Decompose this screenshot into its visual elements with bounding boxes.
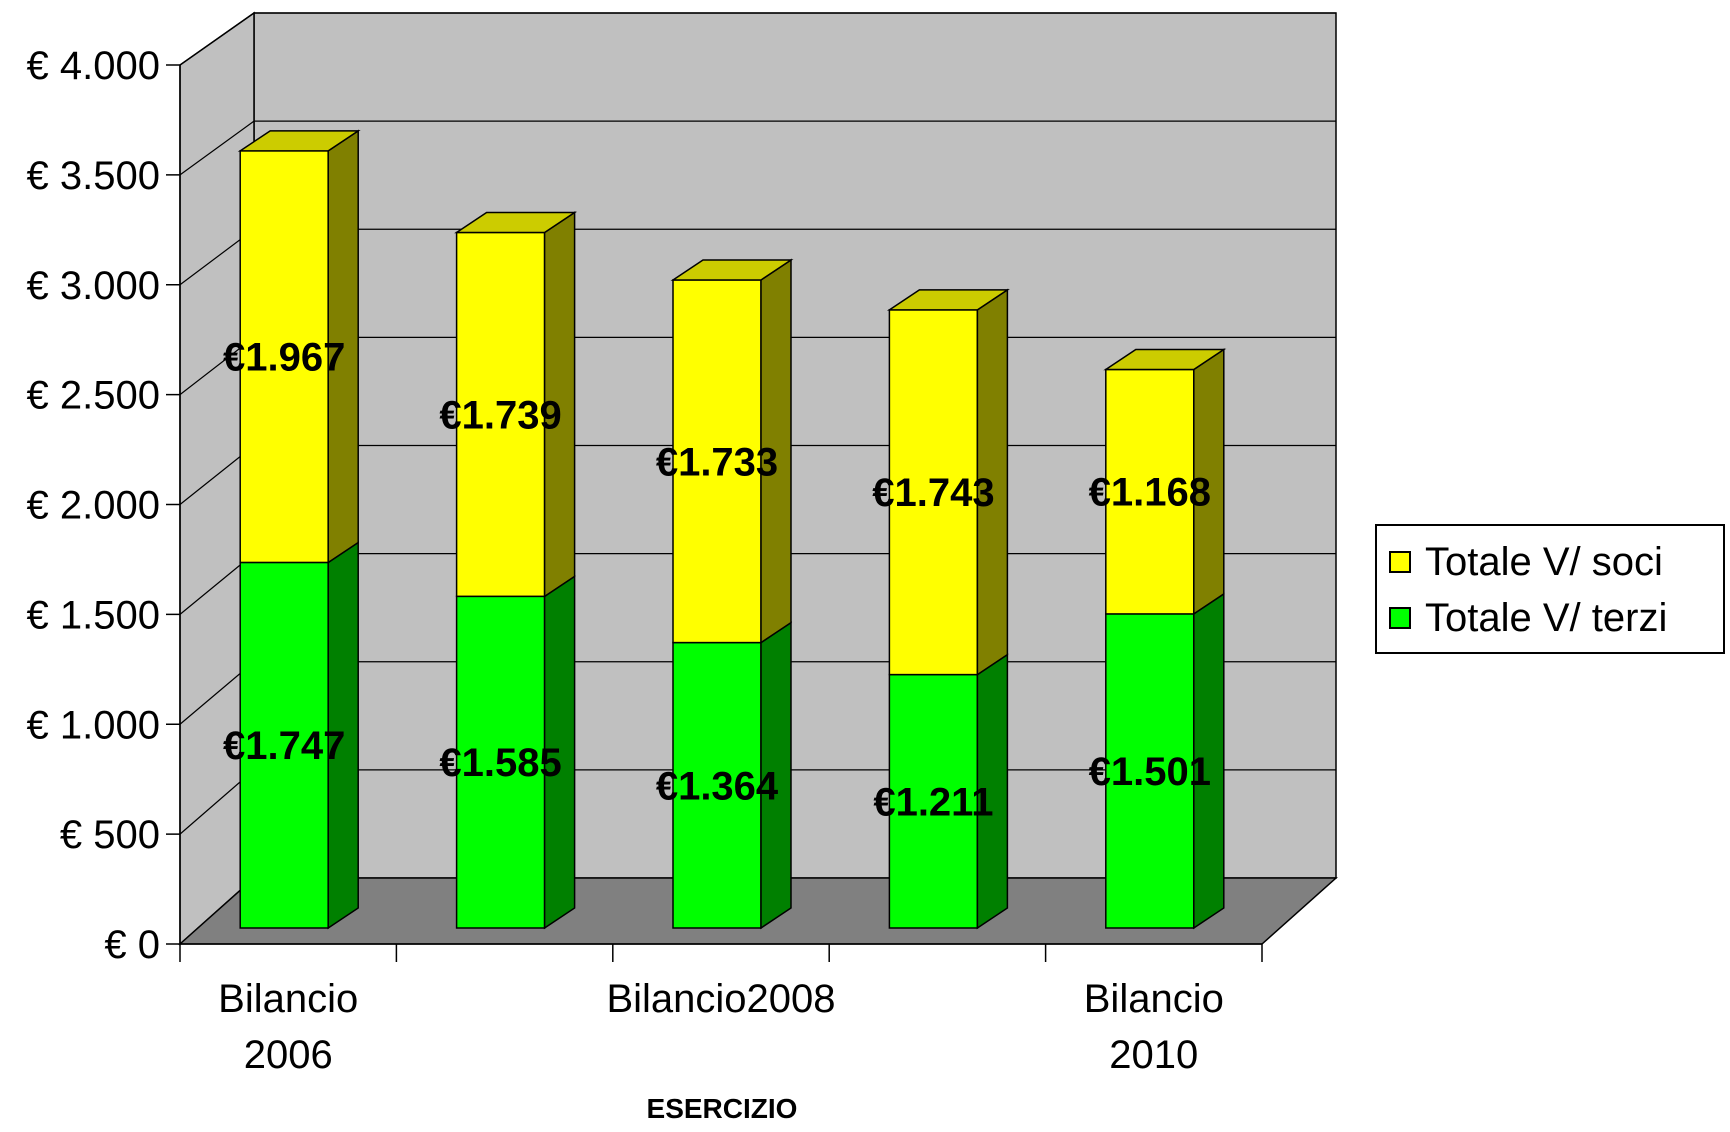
data-label: €1.364	[656, 764, 779, 808]
data-label: €1.501	[1089, 750, 1211, 794]
bar-top	[886, 289, 1010, 311]
legend-swatch	[1389, 551, 1411, 573]
x-tick-label: 2006	[244, 1033, 333, 1077]
y-tick-label: € 3.500	[27, 154, 160, 198]
bar-top	[670, 259, 794, 281]
data-label: €1.747	[223, 724, 345, 768]
x-tick-label: Bilancio	[218, 977, 358, 1021]
y-tick-label: € 500	[60, 813, 160, 857]
gridline	[179, 120, 1336, 176]
bar-top	[454, 211, 578, 234]
data-label: €1.967	[223, 336, 345, 380]
gridline	[179, 12, 1336, 66]
y-tick-label: € 2.000	[27, 484, 160, 528]
legend-item: Totale V/ terzi	[1389, 590, 1713, 646]
legend-label: Totale V/ soci	[1425, 539, 1663, 584]
y-tick-label: € 1.500	[27, 593, 160, 637]
legend-swatch	[1389, 607, 1411, 629]
y-tick-label: € 1.000	[27, 703, 160, 747]
x-axis-title: ESERCIZIO	[647, 1093, 798, 1124]
bar-segment	[239, 150, 329, 564]
data-label: €1.585	[439, 741, 561, 785]
legend-label: Totale V/ terzi	[1425, 595, 1668, 640]
data-label: €1.743	[872, 471, 994, 515]
y-tick-label: € 2.500	[27, 374, 160, 418]
bar-segment	[239, 561, 329, 929]
data-label: €1.168	[1089, 471, 1211, 515]
data-label: €1.211	[873, 780, 993, 824]
bar-segment	[672, 641, 762, 929]
y-tick-label: € 4.000	[27, 44, 160, 88]
bar-top	[237, 130, 361, 152]
axes: € 0 € 500 € 1.000 € 1.500 € 2.000 € 2.500 € 3.…	[27, 44, 1263, 1077]
legend: Totale V/ soci Totale V/ terzi	[1375, 524, 1725, 654]
y-tick-label: € 3.000	[27, 264, 160, 308]
x-tick-label: Bilancio2008	[606, 977, 835, 1021]
data-labels: €1.747 €1.967 €1.585 €1.739 €1.364 €1.733 €1.2…	[223, 336, 1211, 825]
bar-segment	[455, 231, 546, 598]
data-label: €1.733	[656, 440, 778, 484]
y-tick-label: € 0	[104, 923, 160, 967]
bar-top	[1103, 348, 1227, 371]
x-tick-label: Bilancio	[1084, 977, 1224, 1021]
bar-segment	[888, 673, 979, 929]
x-tick-label: 2010	[1109, 1033, 1198, 1077]
legend-item: Totale V/ soci	[1389, 534, 1713, 590]
data-label: €1.739	[439, 393, 561, 437]
bars	[237, 129, 1227, 930]
bar-segment	[1105, 613, 1195, 929]
